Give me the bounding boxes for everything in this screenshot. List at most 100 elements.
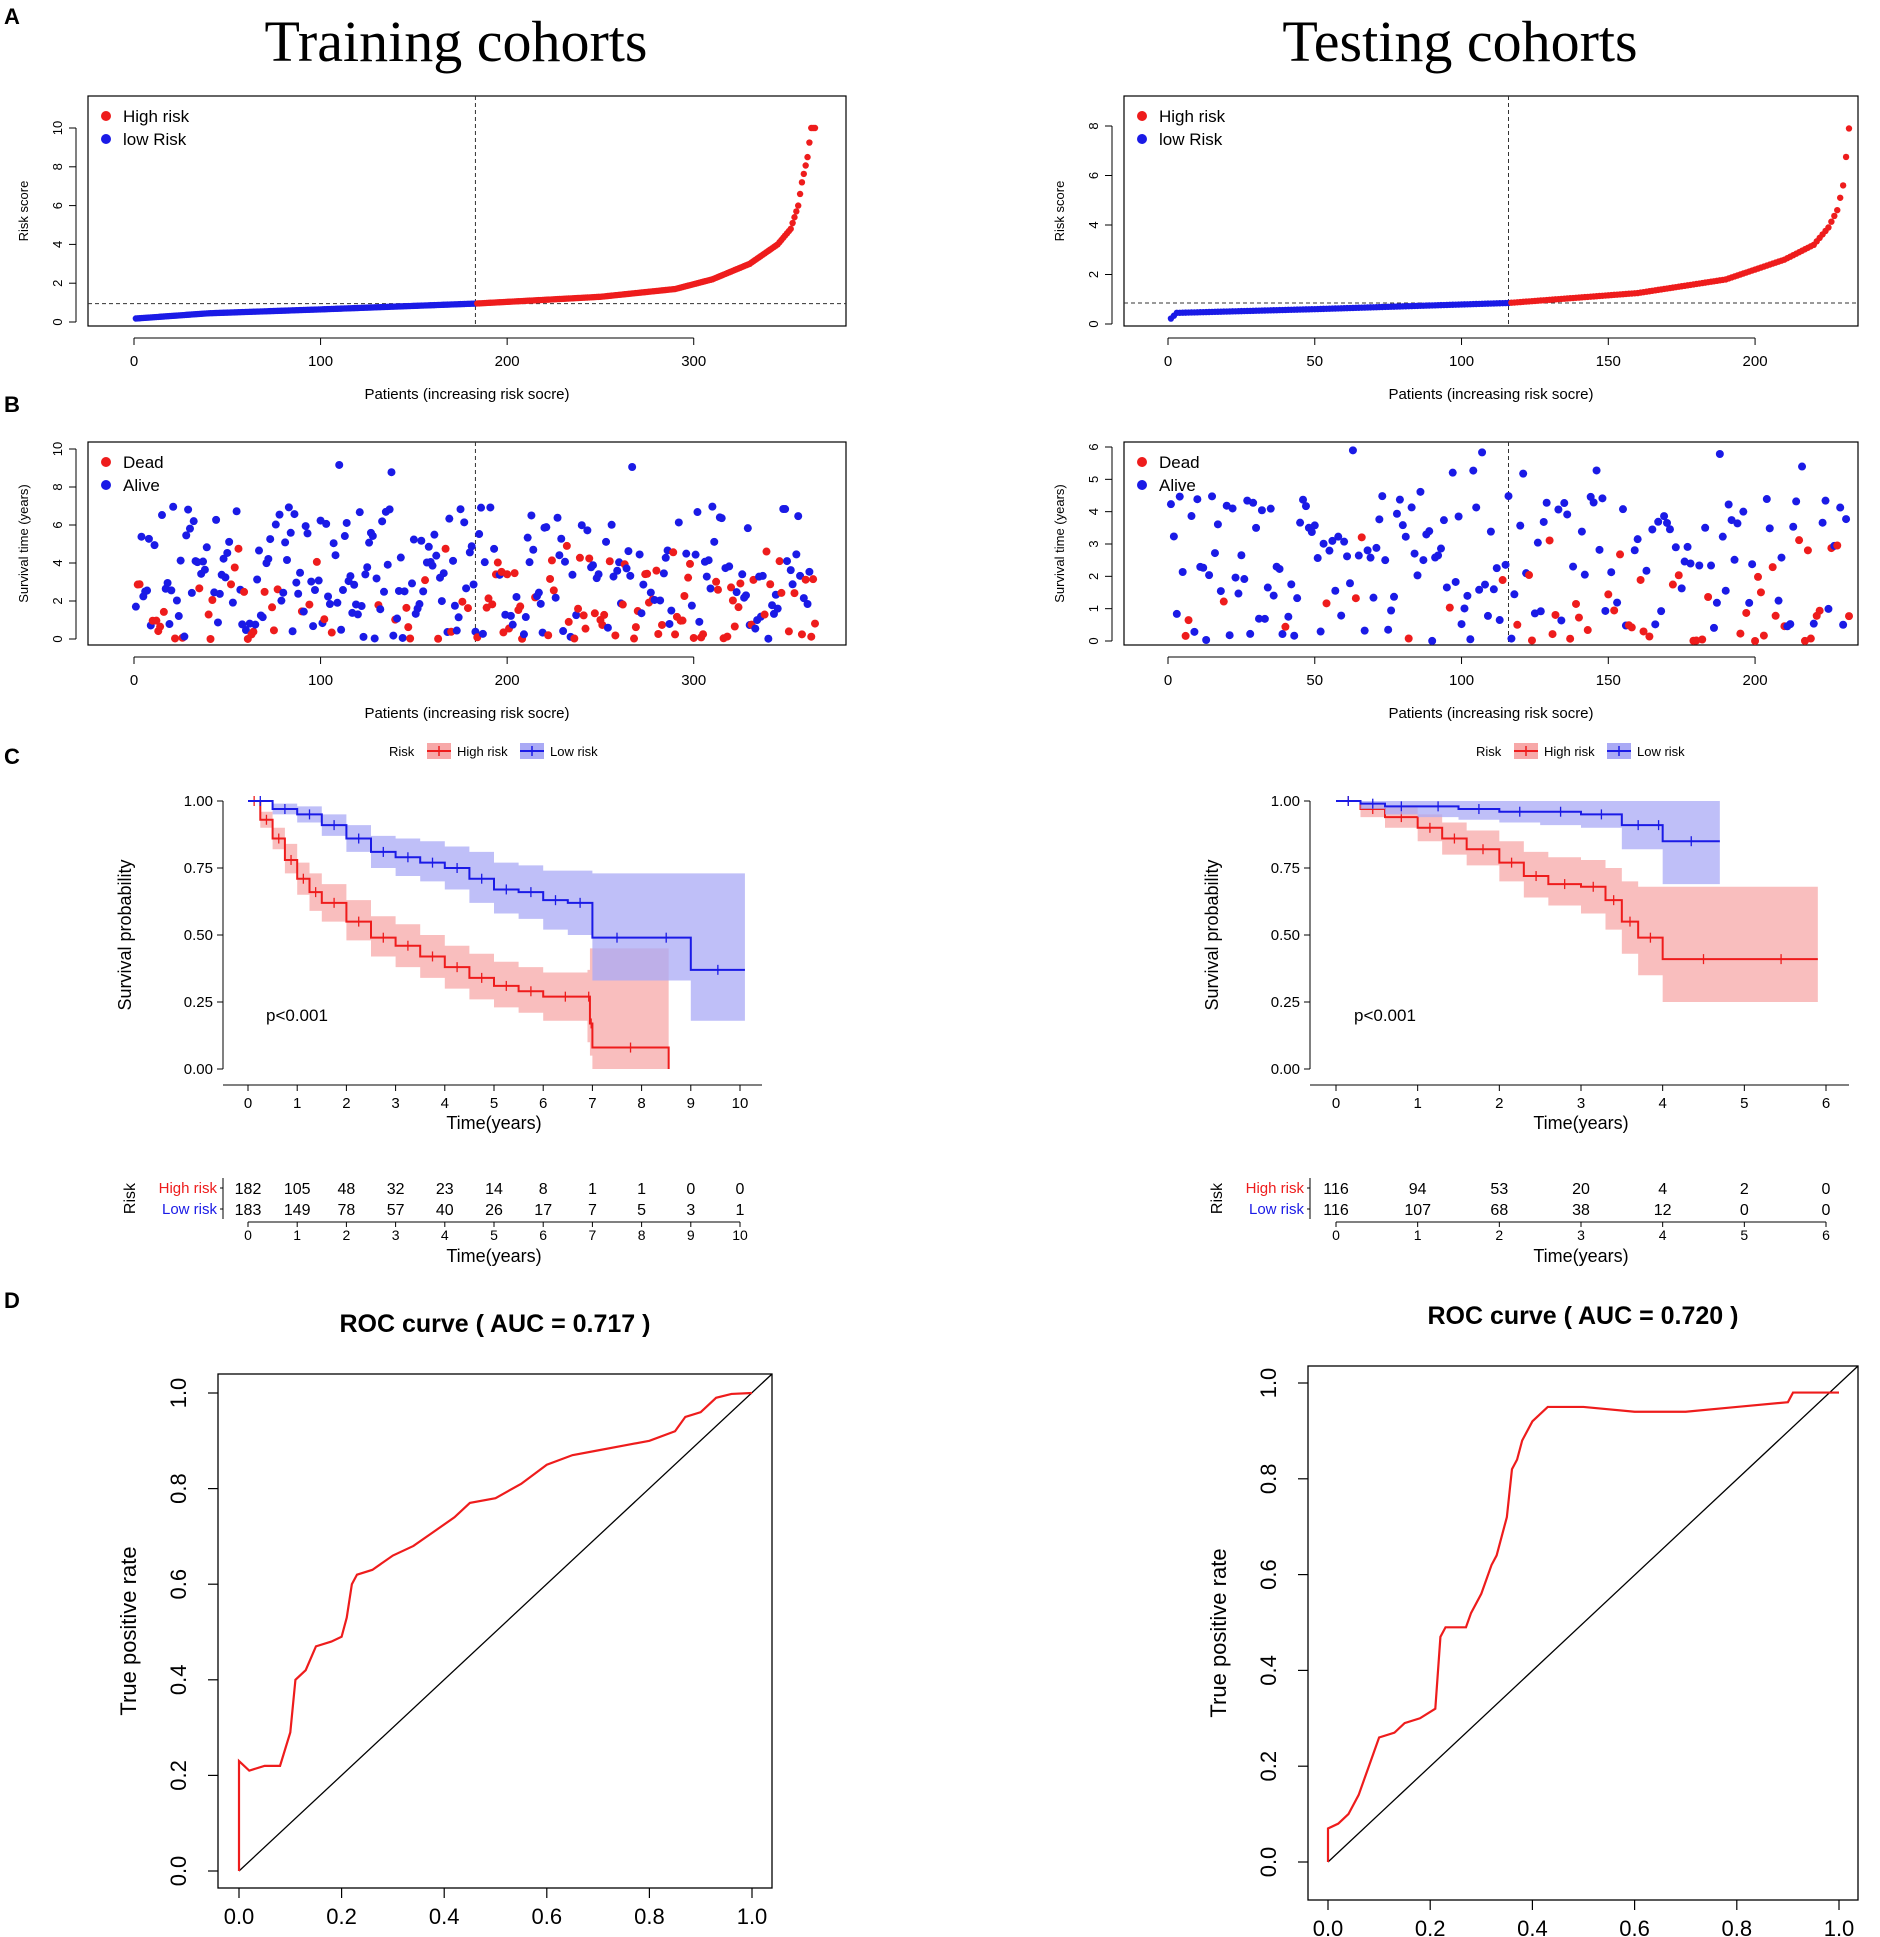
alive-point <box>1442 583 1451 592</box>
x-tick-label: 5 <box>490 1095 498 1112</box>
y-tick-label: 0.25 <box>1271 994 1300 1011</box>
alive-point <box>659 569 668 578</box>
dead-point <box>1645 632 1654 641</box>
alive-point <box>365 538 374 547</box>
dead-point <box>268 603 277 612</box>
risk-point <box>795 202 802 209</box>
dead-point <box>156 622 165 631</box>
risk-table-x-tick-label: 3 <box>392 1227 400 1243</box>
dead-point <box>1404 634 1413 643</box>
alive-point <box>1231 573 1240 582</box>
alive-point <box>622 564 631 573</box>
risk-point <box>796 190 804 198</box>
legend-label: High risk <box>1159 107 1226 126</box>
dead-point <box>801 575 810 584</box>
plot-frame <box>1123 441 1859 646</box>
x-tick-label: 100 <box>308 353 333 370</box>
dead-point <box>1845 612 1853 621</box>
dead-point <box>204 610 213 619</box>
y-tick-label: 0.2 <box>1256 1751 1281 1782</box>
alive-point <box>568 570 577 579</box>
alive-point <box>430 530 439 539</box>
risk-table-value: 40 <box>436 1202 454 1219</box>
alive-point <box>1166 500 1175 509</box>
alive-point <box>773 604 782 613</box>
alive-point <box>275 510 284 519</box>
alive-point <box>799 594 808 603</box>
dead-point <box>195 584 204 593</box>
risk-table-value: 23 <box>436 1181 454 1198</box>
dead-point <box>727 583 736 592</box>
alive-point <box>223 548 232 557</box>
alive-point <box>137 532 146 541</box>
alive-point <box>1178 568 1187 577</box>
alive-point <box>710 537 719 546</box>
diagonal-reference <box>238 1373 773 1872</box>
dead-point <box>327 628 336 637</box>
alive-point <box>637 609 646 618</box>
alive-point <box>176 556 185 565</box>
alive-point <box>279 588 288 597</box>
roc-plot-test_roc: ROC curve ( AUC = 0.720 ) 0.0 0.2 0.4 0.6 0.8… <box>1206 1302 1859 1937</box>
alive-point <box>1663 518 1672 527</box>
alive-point <box>708 502 717 511</box>
legend-marker <box>1137 457 1147 467</box>
alive-point <box>602 537 611 546</box>
risk-table-value: 78 <box>338 1202 356 1219</box>
y-tick-label: 2 <box>50 597 65 604</box>
alive-point <box>594 570 603 579</box>
alive-point <box>361 570 370 579</box>
alive-point <box>452 626 461 635</box>
alive-point <box>350 580 359 589</box>
dead-point <box>206 634 215 643</box>
alive-point <box>1457 620 1466 629</box>
alive-point <box>1419 556 1428 565</box>
dead-point <box>1498 576 1507 585</box>
y-tick-label: 4 <box>50 559 65 566</box>
alive-point <box>1448 468 1457 477</box>
alive-point <box>342 518 351 527</box>
alive-point <box>687 601 696 610</box>
alive-point <box>738 570 747 579</box>
risk-table-x-title: Time(years) <box>446 1246 541 1266</box>
alive-point <box>428 561 437 570</box>
x-tick-label: 0 <box>130 353 138 370</box>
alive-point <box>1798 462 1807 471</box>
alive-point <box>1205 571 1214 580</box>
alive-point <box>296 568 305 577</box>
risk-point <box>1828 218 1835 225</box>
dead-point <box>1610 606 1619 615</box>
risk-table-row-label: Low risk <box>1249 1201 1305 1218</box>
dead-point <box>1548 630 1557 639</box>
alive-point <box>277 596 286 605</box>
alive-point <box>180 632 189 641</box>
x-axis-title: Patients (increasing risk socre) <box>1388 386 1593 403</box>
y-tick-label: 8 <box>50 163 65 170</box>
x-tick-label: 0.8 <box>1722 1916 1753 1937</box>
survival-curve <box>1336 800 1818 961</box>
alive-point <box>512 592 521 601</box>
risk-point <box>1842 153 1850 161</box>
alive-point <box>486 503 495 512</box>
legend-marker <box>1137 480 1147 490</box>
risk-point <box>789 219 796 227</box>
alive-point <box>1701 523 1710 532</box>
alive-point <box>725 562 734 571</box>
x-tick-label: 1.0 <box>737 1904 768 1929</box>
alive-point <box>1398 521 1407 530</box>
alive-point <box>307 577 316 586</box>
x-tick-label: 200 <box>1743 672 1768 689</box>
dead-point <box>159 607 168 616</box>
alive-point <box>560 557 569 566</box>
alive-point <box>325 600 334 609</box>
y-tick-label: 0.6 <box>166 1569 191 1600</box>
alive-point <box>301 522 310 531</box>
alive-point <box>1299 495 1308 504</box>
alive-point <box>1284 612 1293 621</box>
alive-point <box>1463 591 1472 600</box>
alive-point <box>1721 586 1730 595</box>
y-axis-title: Risk score <box>1052 181 1067 242</box>
x-tick-label: 200 <box>1743 353 1768 370</box>
alive-point <box>1269 591 1278 600</box>
